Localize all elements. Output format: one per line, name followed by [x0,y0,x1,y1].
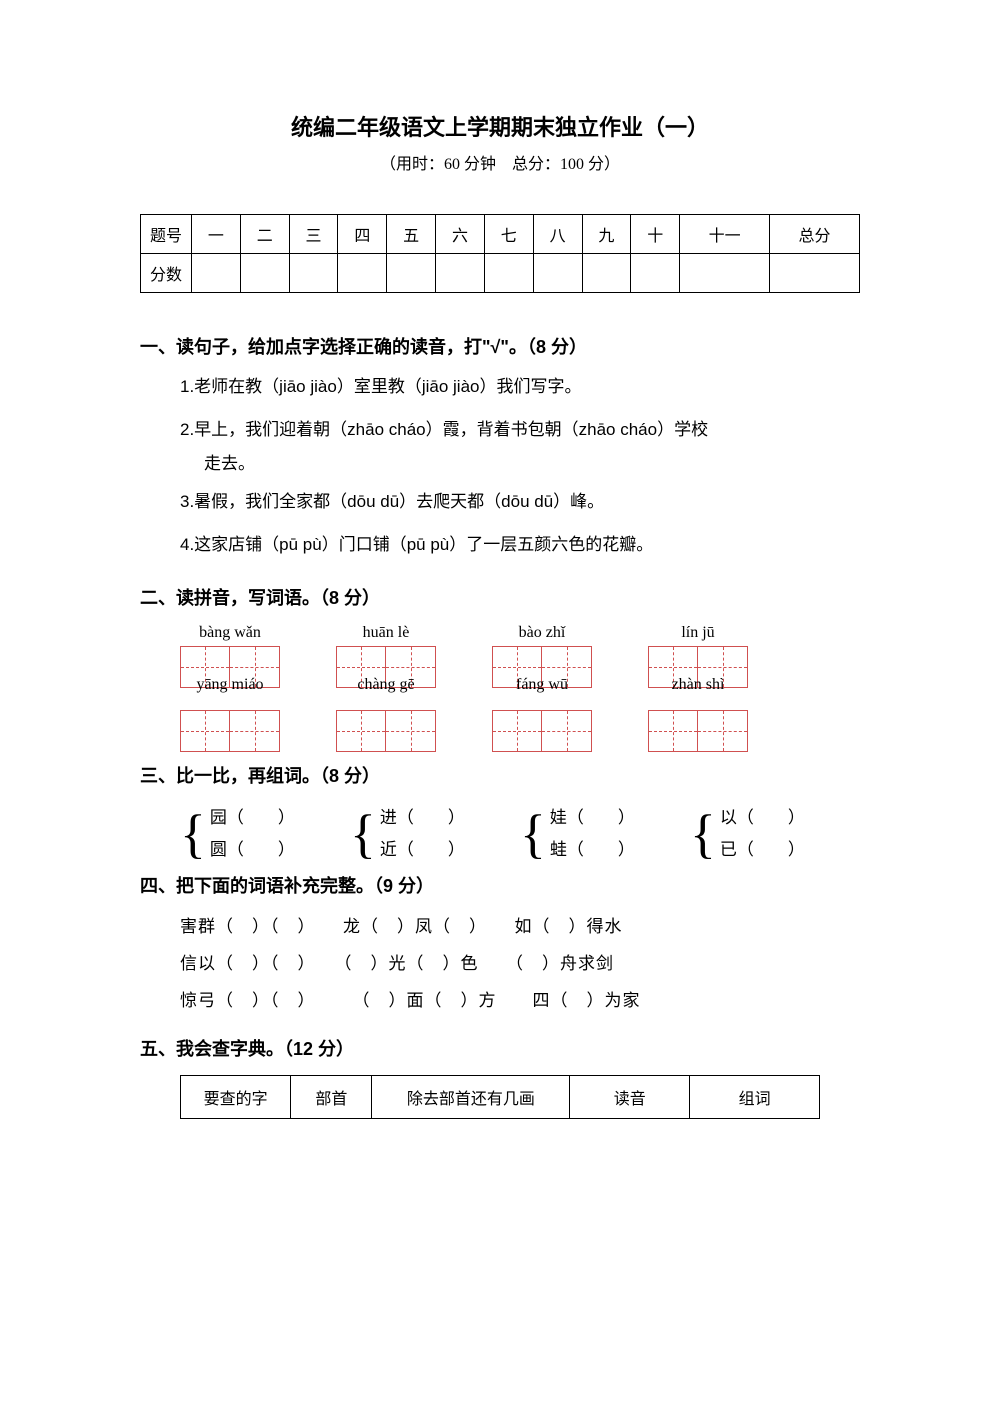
cell: 要查的字 [181,1076,291,1119]
cell: 八 [533,215,582,254]
cell: 组词 [690,1076,820,1119]
pair-b: 蛙（ ） [550,834,635,866]
table-row: 题号 一 二 三 四 五 六 七 八 九 十 十一 总分 [141,215,860,254]
dict-table: 要查的字 部首 除去部首还有几画 读音 组词 [180,1075,820,1119]
pinyin: bào zhǐ [492,624,592,642]
q4: 4.这家店铺（pū pù）门口铺（pū pù）了一层五颜六色的花瓣。 [180,531,860,560]
q3: 3.暑假，我们全家都（dōu dū）去爬天都（dōu dū）峰。 [180,488,860,517]
pair: { 进（ ） 近（ ） [350,802,484,867]
pair-b: 圆（ ） [210,834,295,866]
section-1-title: 一、读句子，给加点字选择正确的读音，打"√"。（8 分） [140,333,860,359]
pair-a: 园（ ） [210,802,295,834]
pair-b: 近（ ） [380,834,465,866]
pair-a: 以（ ） [720,802,805,834]
s3-row: { 园（ ） 圆（ ） { 进（ ） 近（ ） { 娃（ ） 蛙（ ） { 以（ [180,802,860,867]
pinyin-row-2: yāng miáo chàng gē fáng wū zhàn shì [180,676,748,694]
q1: 1.老师在教（jiāo jiào）室里教（jiāo jiào）我们写字。 [180,373,860,402]
cell [770,254,860,293]
char-box [180,710,280,752]
cell [436,254,485,293]
cell [582,254,631,293]
cell [631,254,680,293]
brace-icon: { [690,807,716,861]
char-box [648,710,748,752]
cell: 十 [631,215,680,254]
brace-icon: { [520,807,546,861]
pinyin: huān lè [336,624,436,642]
pinyin: chàng gē [336,676,436,694]
cell: 六 [436,215,485,254]
pair: { 园（ ） 圆（ ） [180,802,314,867]
pair-a: 娃（ ） [550,802,635,834]
s4-line-2: 信以（ ）（ ） （ ）光（ ）色 （ ）舟求剑 [180,949,860,974]
cell: 十一 [680,215,770,254]
pinyin: yāng miáo [180,676,280,694]
score-table: 题号 一 二 三 四 五 六 七 八 九 十 十一 总分 分数 [140,214,860,293]
pinyin: bàng wǎn [180,624,280,642]
char-box [336,710,436,752]
cell [484,254,533,293]
q2b: 走去。 [204,449,860,474]
pair-a: 进（ ） [380,802,465,834]
cell: 三 [289,215,338,254]
cell [387,254,436,293]
cell: 总分 [770,215,860,254]
table-row: 分数 [141,254,860,293]
cell [192,254,241,293]
cell: 除去部首还有几画 [372,1076,570,1119]
cell: 五 [387,215,436,254]
section-4-title: 四、把下面的词语补充完整。（9 分） [140,872,860,898]
cell: 二 [240,215,289,254]
pinyin-row-1: bàng wǎn huān lè bào zhǐ lín jū [180,624,860,642]
page-subtitle: （用时：60 分钟 总分：100 分） [140,150,860,174]
cell [338,254,387,293]
pinyin: fáng wū [492,676,592,694]
table-row: 要查的字 部首 除去部首还有几画 读音 组词 [181,1076,820,1119]
cell: 九 [582,215,631,254]
page-title: 统编二年级语文上学期期末独立作业（一） [140,110,860,142]
s4-line-1: 害群（ ）（ ） 龙（ ）凤（ ） 如（ ）得水 [180,912,860,937]
pinyin: lín jū [648,624,748,642]
q2: 2.早上，我们迎着朝（zhāo cháo）霞，背着书包朝（zhāo cháo）学… [180,416,860,445]
pair: { 娃（ ） 蛙（ ） [520,802,654,867]
cell: 读音 [570,1076,690,1119]
section-3-title: 三、比一比，再组词。（8 分） [140,762,860,788]
brace-icon: { [350,807,376,861]
brace-icon: { [180,807,206,861]
pair-b: 已（ ） [720,834,805,866]
section-2-title: 二、读拼音，写词语。（8 分） [140,584,860,610]
s4-line-3: 惊弓（ ）（ ） （ ）面（ ）方 四（ ）为家 [180,986,860,1011]
cell: 一 [192,215,241,254]
cell [240,254,289,293]
cell: 部首 [291,1076,372,1119]
pinyin: zhàn shì [648,676,748,694]
pair: { 以（ ） 已（ ） [690,802,824,867]
cell [533,254,582,293]
char-box [492,710,592,752]
char-box-row-2 [180,710,860,752]
cell [289,254,338,293]
cell: 题号 [141,215,192,254]
cell [680,254,770,293]
section-5-title: 五、我会查字典。（12 分） [140,1035,860,1061]
cell: 四 [338,215,387,254]
cell: 分数 [141,254,192,293]
page: 统编二年级语文上学期期末独立作业（一） （用时：60 分钟 总分：100 分） … [0,0,1000,1179]
cell: 七 [484,215,533,254]
